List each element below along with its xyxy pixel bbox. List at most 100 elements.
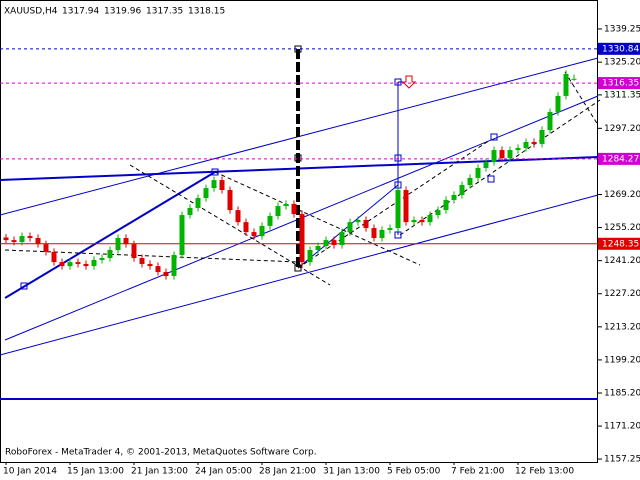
candle-body — [523, 142, 529, 148]
candle-body — [491, 150, 497, 163]
candle-body — [379, 229, 385, 238]
x-tick-label: 24 Jan 05:00 — [195, 467, 252, 477]
arrow-icon — [401, 75, 417, 89]
candle-body — [507, 150, 513, 159]
candle-body — [67, 262, 73, 267]
candle-body — [475, 168, 481, 178]
candle-body — [443, 199, 449, 211]
candle-body — [395, 189, 401, 229]
candle-body — [99, 258, 105, 260]
candle-body — [323, 240, 329, 247]
candle-body — [547, 112, 553, 130]
candle-body — [515, 147, 521, 151]
candle-body — [235, 210, 241, 223]
candle-body — [75, 262, 81, 264]
candle-body — [155, 266, 161, 273]
header-close: 1318.15 — [188, 7, 225, 17]
x-tick-label: 10 Jan 2014 — [3, 467, 57, 477]
candle-body — [555, 95, 561, 113]
candle-body — [371, 228, 377, 238]
candle-body — [179, 215, 185, 255]
candle-body — [27, 236, 33, 238]
candle-body — [51, 251, 57, 263]
candle-body — [91, 259, 97, 267]
x-tick-label: 31 Jan 13:00 — [323, 467, 380, 477]
x-tick-label: 7 Feb 21:00 — [451, 467, 505, 477]
candle-body — [267, 215, 273, 226]
x-tick-label: 28 Jan 21:00 — [259, 467, 316, 477]
candle-body — [259, 225, 265, 237]
candle-body — [227, 189, 233, 211]
candle-body — [331, 240, 337, 246]
y-tick-label: 1241.20 — [604, 256, 640, 266]
symbol: XAUUSD,H4 — [4, 7, 58, 17]
y-tick-label: 1325.20 — [604, 58, 640, 68]
candle-body — [59, 262, 65, 267]
candle-body — [187, 207, 193, 216]
candle-body — [283, 203, 289, 207]
x-tick-label: 21 Jan 13:00 — [131, 467, 188, 477]
y-tick-label: 1297.20 — [604, 124, 640, 134]
x-tick-label: 5 Feb 05:00 — [387, 467, 441, 477]
candle-body — [539, 129, 545, 144]
price-tag-label: 1316.35 — [602, 79, 639, 89]
candle-body — [355, 220, 361, 223]
y-tick-label: 1199.20 — [604, 355, 640, 365]
price-tag — [598, 152, 640, 165]
x-tick-label: 15 Jan 13:00 — [67, 467, 124, 477]
y-tick-label: 1185.20 — [604, 388, 640, 398]
y-tick-label: 1339.25 — [604, 24, 640, 34]
candle-body — [43, 244, 49, 252]
candle-body — [83, 263, 89, 267]
candle-body — [115, 237, 121, 251]
candle-body — [563, 73, 569, 96]
candle-body — [251, 232, 257, 237]
y-tick-label: 1269.20 — [604, 190, 640, 200]
price-tag-label: 1248.35 — [602, 239, 639, 249]
price-tag-label: 1330.84 — [602, 44, 639, 54]
candle-body — [419, 220, 425, 223]
candle-body — [459, 185, 465, 195]
price-tag — [598, 237, 640, 250]
y-tick-label: 1311.35 — [604, 90, 640, 100]
candle-body — [211, 180, 217, 189]
candle-body — [35, 237, 41, 245]
candle-body — [219, 180, 225, 190]
y-tick-label: 1171.20 — [604, 422, 640, 432]
candle-body — [291, 203, 297, 215]
candle-body — [411, 220, 417, 223]
y-tick-label: 1213.20 — [604, 322, 640, 332]
candle-body — [139, 258, 145, 264]
candle-body — [347, 222, 353, 233]
candle-body — [163, 272, 169, 277]
candle-body — [467, 177, 473, 186]
candle-body — [3, 237, 9, 241]
candle-body — [307, 250, 313, 263]
candle-body — [531, 142, 537, 144]
y-tick-label: 1227.20 — [604, 289, 640, 299]
candle-body — [451, 194, 457, 200]
price-tag — [598, 77, 640, 90]
candle-body — [123, 237, 129, 245]
candle-body — [243, 222, 249, 233]
header-high: 1319.96 — [104, 7, 141, 17]
candle-body — [171, 254, 177, 277]
candle-body — [403, 189, 409, 223]
price-tag — [598, 42, 640, 55]
copyright: RoboForex - MetaTrader 4, © 2001-2013, M… — [5, 448, 317, 458]
candle-body — [147, 263, 153, 267]
header-open: 1317.94 — [62, 7, 99, 17]
candle-body — [131, 244, 137, 259]
y-tick-label: 1157.25 — [604, 455, 640, 465]
price-tag-label: 1284.27 — [602, 154, 639, 164]
candle-body — [315, 246, 321, 251]
candle-body — [195, 198, 201, 208]
y-tick-label: 1255.20 — [604, 223, 640, 233]
dashed-projections — [4, 71, 601, 286]
candle-body — [339, 232, 345, 246]
x-tick-label: 12 Feb 13:00 — [515, 467, 574, 477]
candle-body — [299, 214, 305, 263]
candle-body — [11, 240, 17, 242]
candle-body — [427, 215, 433, 223]
